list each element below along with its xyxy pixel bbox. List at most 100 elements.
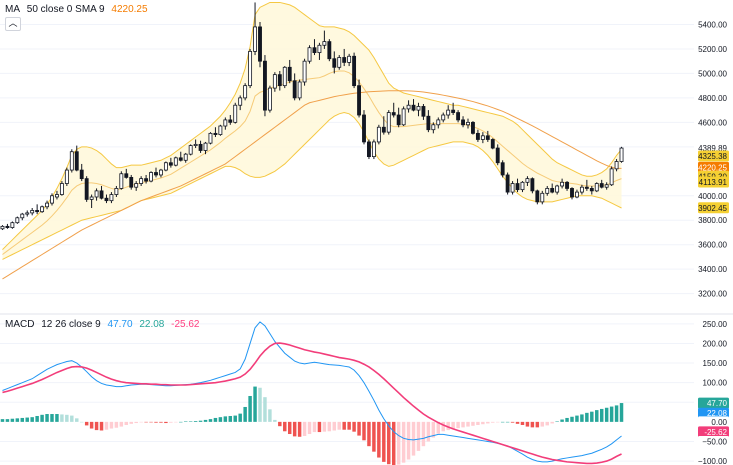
- candle-body: [545, 188, 550, 194]
- price-label: 4325.38: [698, 150, 729, 162]
- candle-body: [55, 194, 59, 198]
- candle: [25, 210, 30, 217]
- candle: [292, 73, 297, 101]
- histogram-bar: [129, 421, 133, 424]
- candle-body: [471, 121, 475, 134]
- candle-body: [144, 178, 149, 182]
- histogram-bar: [218, 417, 223, 422]
- histogram-bar: [337, 421, 341, 430]
- candle: [530, 177, 535, 194]
- price-label: 3902.45: [698, 202, 729, 214]
- histogram-bar: [302, 421, 307, 436]
- candle: [342, 48, 347, 67]
- candle: [263, 55, 267, 117]
- histogram-bar: [322, 421, 327, 432]
- histogram-bar: [456, 421, 460, 429]
- candle: [109, 192, 114, 204]
- histogram-bar: [317, 421, 322, 433]
- price-tick-label: 4800.00: [698, 94, 727, 103]
- macd-label-text: 22.08: [707, 409, 728, 418]
- candle: [183, 152, 188, 163]
- candle: [5, 223, 10, 229]
- collapse-legend-button[interactable]: ︿: [5, 17, 21, 31]
- histogram-bar: [45, 414, 49, 422]
- histogram-bar: [580, 414, 584, 422]
- candle-body: [129, 177, 134, 188]
- candle-body: [20, 213, 25, 219]
- histogram-bar: [342, 421, 346, 430]
- candle: [50, 193, 54, 206]
- histogram-bar: [75, 418, 79, 422]
- candle: [173, 156, 178, 167]
- candle-body: [233, 104, 238, 123]
- histogram-bar: [179, 421, 183, 423]
- candle: [159, 168, 163, 178]
- histogram-bar: [486, 421, 490, 424]
- macd-legend[interactable]: MACD 12 26 close 9 47.70 22.08 -25.62: [5, 319, 204, 330]
- candle: [500, 160, 505, 178]
- bollinger-lower: [2, 112, 622, 260]
- macd-indicator-params: 12 26 close 9: [41, 319, 101, 330]
- price-label-bg: [698, 202, 729, 214]
- price-label: 4113.91: [698, 176, 729, 188]
- candle-body: [362, 114, 366, 143]
- histogram-bar: [183, 421, 188, 422]
- histogram-bar: [312, 421, 317, 433]
- histogram-bar: [481, 421, 485, 425]
- histogram-bar: [263, 397, 267, 422]
- price-tick-label: 3800.00: [698, 216, 727, 225]
- histogram-bar: [599, 408, 604, 422]
- candle: [441, 112, 446, 123]
- candle-body: [461, 119, 465, 126]
- candle: [282, 66, 287, 89]
- candle: [575, 189, 579, 199]
- candle-body: [570, 188, 574, 198]
- macd-label-text: 47.70: [707, 399, 728, 408]
- candle-body: [520, 181, 525, 191]
- histogram-bar: [307, 421, 312, 435]
- candle-body: [451, 109, 456, 113]
- histogram-bar: [396, 421, 401, 465]
- histogram-bar: [495, 421, 500, 423]
- histogram-bar: [327, 421, 332, 432]
- histogram-bar: [65, 414, 69, 422]
- candle: [471, 121, 475, 135]
- candle-body: [30, 210, 35, 214]
- candle: [490, 138, 495, 150]
- candlesticks[interactable]: [0, 2, 624, 231]
- candle: [134, 181, 139, 191]
- candle: [371, 139, 376, 160]
- candle-body: [426, 115, 431, 131]
- histogram-bar: [535, 421, 540, 428]
- candle-body: [292, 80, 297, 99]
- candle-body: [109, 194, 114, 202]
- candle-body: [391, 112, 396, 116]
- candle: [99, 185, 104, 200]
- candle-body: [367, 141, 371, 158]
- histogram-bar: [10, 418, 15, 422]
- histogram-bar: [540, 421, 545, 427]
- candle: [362, 110, 366, 145]
- main-legend[interactable]: MA 50 close 0 SMA 9 4220.25: [5, 4, 152, 15]
- macd-tick-label: −100.00: [698, 457, 728, 465]
- candle: [376, 124, 381, 145]
- candle-body: [45, 202, 49, 208]
- candle: [94, 188, 99, 201]
- histogram-bar: [570, 416, 574, 422]
- candle-body: [124, 173, 129, 178]
- histogram-bar: [164, 421, 168, 424]
- candle-body: [114, 188, 119, 195]
- candle: [337, 55, 342, 70]
- candle: [198, 140, 203, 153]
- candle: [208, 132, 213, 145]
- candle-body: [40, 206, 45, 213]
- price-label-bg: [698, 161, 729, 173]
- candle: [178, 151, 183, 162]
- candle: [243, 83, 248, 101]
- histogram-bar: [431, 421, 436, 438]
- candle: [446, 105, 451, 119]
- candle-body: [530, 178, 535, 192]
- macd-tick-label: 250.00: [703, 320, 728, 329]
- candle-body: [604, 184, 609, 188]
